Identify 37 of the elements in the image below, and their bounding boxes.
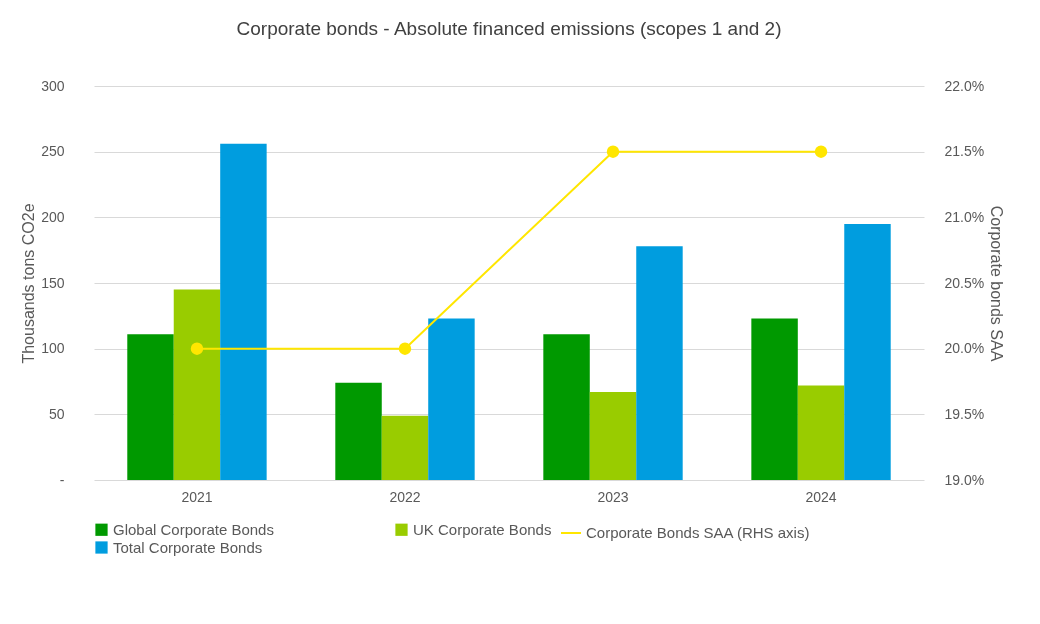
x-tick-label: 2024: [805, 488, 837, 505]
bar: [797, 385, 845, 480]
y-tick-label: 200: [41, 208, 65, 225]
y2-tick-label: 20.5%: [944, 274, 985, 291]
y2-tick-label: 21.0%: [944, 208, 985, 225]
chart-title: Corporate bonds - Absolute financed emissions (scopes 1 and 2): [236, 18, 782, 39]
bar: [428, 318, 475, 480]
bar: [173, 289, 221, 480]
y-tick-label: 50: [48, 405, 65, 422]
y-tick-label: 100: [41, 340, 65, 357]
bar: [844, 223, 891, 480]
legend-label: Total Corporate Bonds: [113, 538, 263, 556]
legend-label: Corporate Bonds SAA (RHS axis): [586, 524, 810, 541]
x-tick-label: 2021: [181, 488, 213, 505]
y2-tick-label: 20.0%: [944, 340, 985, 357]
bar: [543, 334, 590, 480]
x-tick-label: 2023: [597, 488, 629, 505]
y2-axis-title: Corporate bonds SAA: [988, 205, 1006, 362]
bar: [636, 246, 683, 480]
y2-tick-label: 19.0%: [944, 471, 985, 488]
bar: [335, 382, 382, 480]
y-tick-label: 150: [41, 274, 65, 291]
y2-tick-label: 19.5%: [944, 405, 985, 422]
legend-label: Global Corporate Bonds: [113, 520, 274, 538]
bar: [127, 334, 174, 480]
y2-tick-label: 22.0%: [944, 77, 985, 94]
bar: [220, 143, 267, 480]
bar: [381, 415, 429, 480]
y-axis-title: Thousands tons CO2e: [20, 203, 38, 364]
bar: [751, 318, 798, 480]
y-tick-label: 300: [41, 77, 65, 94]
legend-label: UK Corporate Bonds: [413, 520, 552, 538]
x-tick-label: 2022: [389, 488, 421, 505]
y2-tick-label: 21.5%: [944, 143, 985, 160]
y-tick-label: 250: [41, 143, 65, 160]
bar: [589, 392, 637, 480]
y-tick-label: -: [59, 471, 65, 488]
